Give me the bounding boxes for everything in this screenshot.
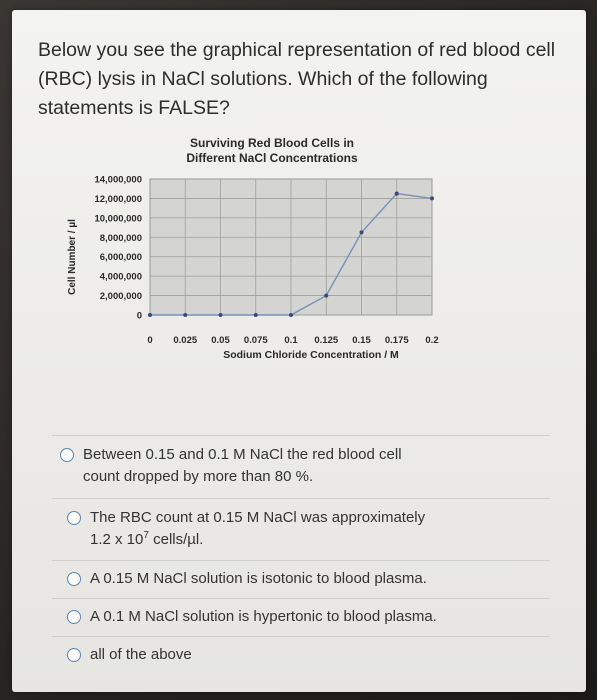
radio-button[interactable] bbox=[67, 610, 81, 624]
x-tick-label: 0.025 bbox=[173, 335, 197, 346]
divider bbox=[52, 498, 550, 499]
question-card: Below you see the graphical representati… bbox=[12, 10, 586, 692]
radio-button[interactable] bbox=[67, 572, 81, 586]
series-line bbox=[150, 193, 398, 316]
divider bbox=[52, 560, 550, 561]
option-5[interactable]: all of the above bbox=[67, 644, 537, 666]
option-2[interactable]: The RBC count at 0.15 M NaCl was approxi… bbox=[67, 507, 537, 551]
radio-button[interactable] bbox=[67, 511, 81, 525]
x-tick-label: 0.075 bbox=[244, 335, 268, 346]
y-tick-label: 0 bbox=[137, 311, 142, 322]
option-3[interactable]: A 0.15 M NaCl solution is isotonic to bl… bbox=[67, 568, 537, 590]
x-tick-label: 0.05 bbox=[211, 335, 230, 346]
data-point bbox=[430, 196, 434, 201]
x-tick-label: 0.15 bbox=[352, 335, 371, 346]
radio-button[interactable] bbox=[60, 448, 74, 462]
y-tick-label: 8,000,000 bbox=[100, 233, 142, 244]
data-point bbox=[253, 313, 258, 317]
chart-title: Surviving Red Blood Cells in Different N… bbox=[186, 136, 358, 165]
option-1[interactable]: Between 0.15 and 0.1 M NaCl the red bloo… bbox=[60, 444, 530, 488]
option-2-label: The RBC count at 0.15 M NaCl was approxi… bbox=[90, 509, 426, 548]
data-point bbox=[324, 293, 329, 298]
data-point bbox=[148, 313, 152, 317]
y-tick-label: 10,000,000 bbox=[94, 213, 142, 224]
question-text: Below you see the graphical representati… bbox=[38, 39, 556, 119]
option-4[interactable]: A 0.1 M NaCl solution is hypertonic to b… bbox=[67, 606, 537, 628]
radio-button[interactable] bbox=[67, 648, 81, 662]
option-5-label: all of the above bbox=[90, 646, 192, 663]
data-point bbox=[394, 191, 399, 196]
y-tick-label: 6,000,000 bbox=[100, 252, 142, 263]
divider bbox=[52, 435, 550, 436]
data-point bbox=[289, 313, 293, 317]
x-tick-label: 0.1 bbox=[284, 335, 298, 346]
y-axis-label: Cell Number / µl bbox=[67, 219, 78, 295]
y-tick-label: 14,000,000 bbox=[94, 175, 142, 186]
option-4-label: A 0.1 M NaCl solution is hypertonic to b… bbox=[90, 608, 437, 625]
option-1-label: Between 0.15 and 0.1 M NaCl the red bloo… bbox=[83, 446, 402, 485]
data-point bbox=[183, 313, 188, 317]
y-tick-label: 2,000,000 bbox=[100, 291, 142, 302]
chart: 0 2,000,000 4,000,000 6,000,000 8,000,000 10,… bbox=[67, 175, 439, 362]
x-tick-label: 0 bbox=[147, 335, 152, 346]
series-line bbox=[396, 192, 433, 200]
x-tick-label: 0.125 bbox=[314, 335, 338, 346]
y-tick-label: 12,000,000 bbox=[94, 194, 142, 205]
data-point bbox=[359, 230, 364, 235]
divider bbox=[52, 598, 550, 599]
x-tick-label: 0.2 bbox=[425, 335, 438, 346]
y-tick-label: 4,000,000 bbox=[100, 272, 142, 283]
x-tick-label: 0.175 bbox=[385, 335, 409, 346]
data-point bbox=[218, 313, 223, 317]
x-axis-label: Sodium Chloride Concentration / M bbox=[223, 349, 399, 361]
option-3-label: A 0.15 M NaCl solution is isotonic to bl… bbox=[90, 570, 427, 587]
divider bbox=[52, 636, 550, 637]
